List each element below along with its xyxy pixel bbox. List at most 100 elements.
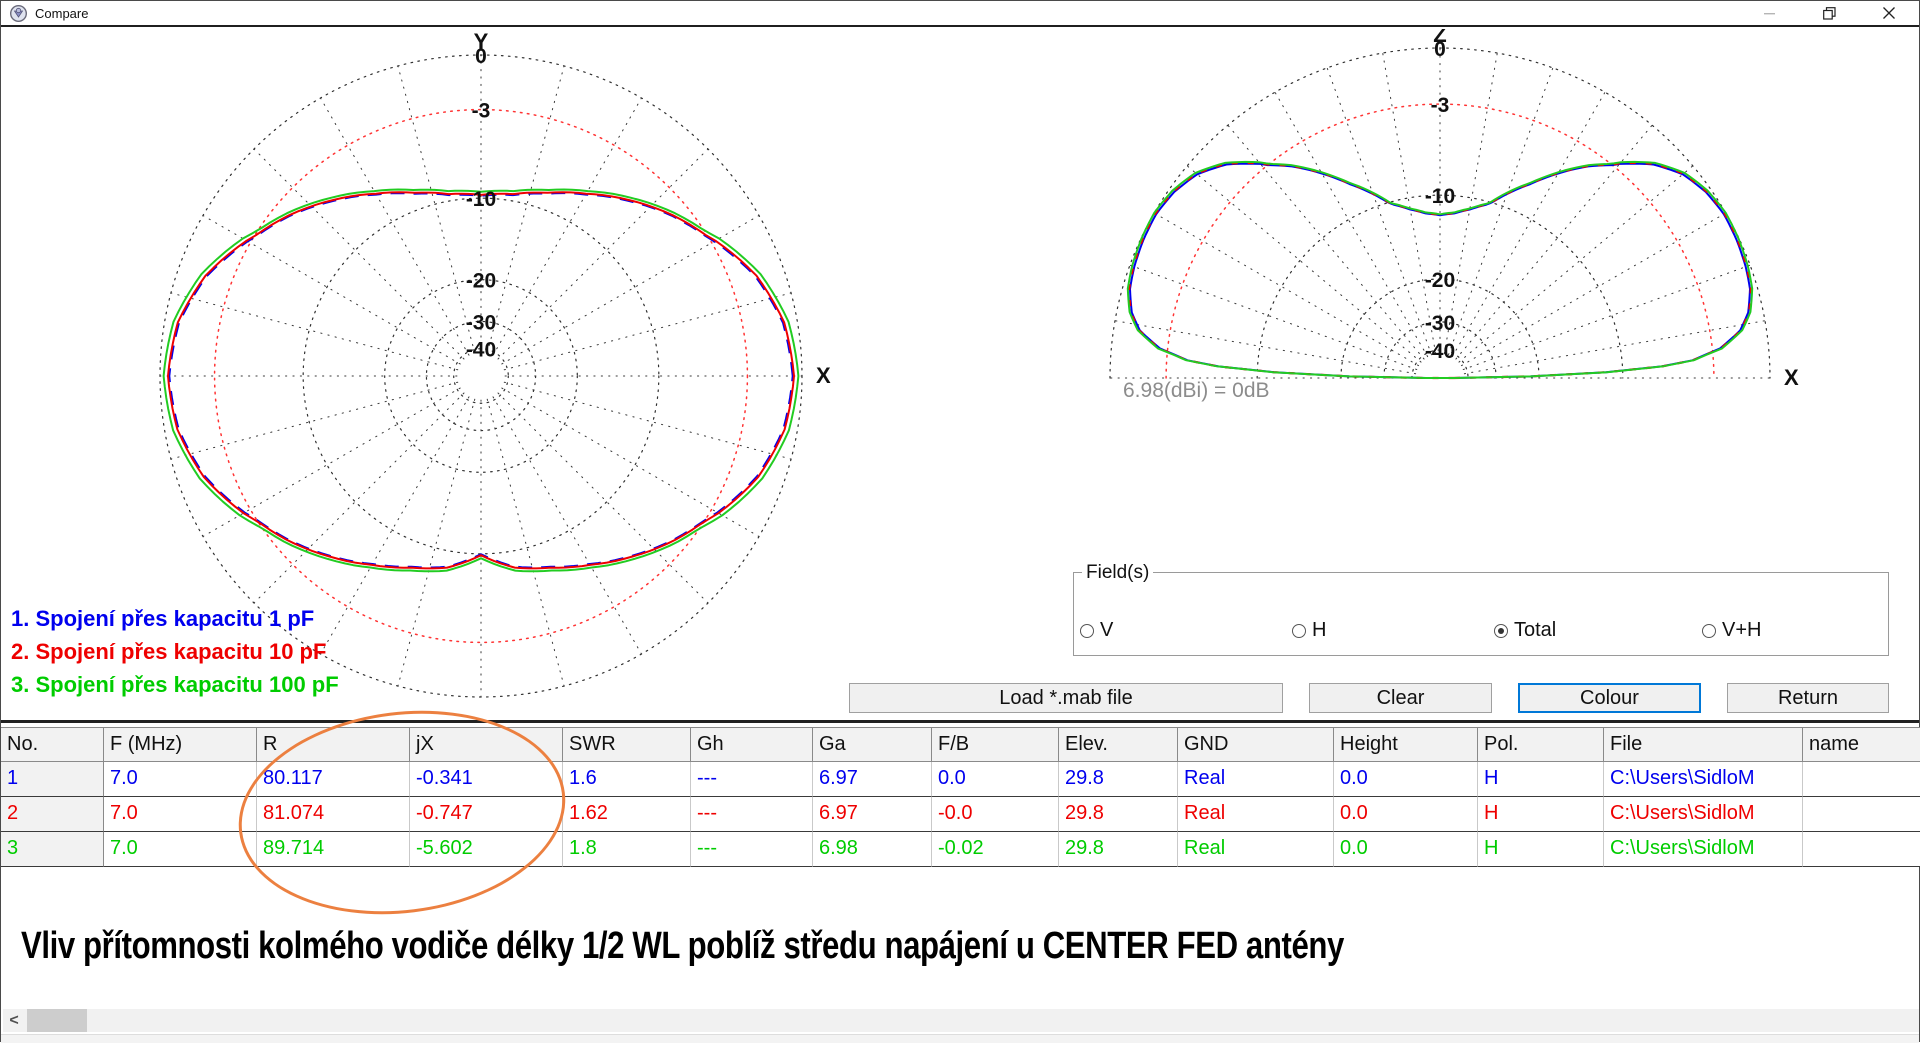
svg-text:-20: -20 [1425, 269, 1455, 292]
table-cell: --- [691, 762, 813, 797]
table-cell: -0.747 [410, 797, 563, 832]
table-cell: --- [691, 832, 813, 867]
table-cell: 7.0 [104, 762, 257, 797]
radio-circle-icon [1702, 623, 1716, 638]
table-cell: Real [1178, 797, 1334, 832]
table-cell: 6.98 [813, 832, 932, 867]
minimize-button[interactable] [1739, 1, 1799, 25]
table-row[interactable]: 1 7.0 80.117 -0.341 1.6 --- 6.97 0.0 29.8 Real 0.0… [1, 762, 1920, 797]
header-cell-gh[interactable]: Gh [691, 727, 813, 762]
table-row[interactable]: 3 7.0 89.714 -5.602 1.8 --- 6.98 -0.02 29.8 Real 0… [1, 832, 1920, 867]
table-cell: 0.0 [932, 762, 1059, 797]
scroll-thumb[interactable] [27, 1009, 87, 1032]
header-cell-ga[interactable]: Ga [813, 727, 932, 762]
radio-circle-icon [1292, 623, 1306, 638]
table-cell: 0.0 [1334, 832, 1478, 867]
gain-reference-label: 6.98(dBi) = 0dB [1123, 379, 1270, 402]
header-cell-r[interactable]: R [257, 727, 410, 762]
radio-v-h[interactable]: V+H [1702, 619, 1761, 642]
close-icon [1883, 7, 1895, 19]
radio-label: V [1100, 619, 1114, 641]
table-top-divider [1, 720, 1919, 723]
fields-groupbox: Field(s) V H Total V+H [1073, 562, 1889, 656]
scroll-left-button[interactable]: < [9, 1011, 19, 1029]
load-mab-file-button[interactable]: Load *.mab file [849, 683, 1283, 713]
svg-text:-20: -20 [466, 270, 496, 293]
header-cell-f-mhz[interactable]: F (MHz) [104, 727, 257, 762]
radio-total[interactable]: Total [1494, 619, 1556, 642]
header-cell-no[interactable]: No. [1, 727, 104, 762]
radio-circle-icon [1494, 623, 1508, 638]
legend-item: 3. Spojení přes kapacitu 100 pF [11, 672, 339, 697]
table-cell: Real [1178, 762, 1334, 797]
legend-item: 1. Spojení přes kapacitu 1 pF [11, 606, 315, 631]
table-cell: --- [691, 797, 813, 832]
header-cell-jx[interactable]: jX [410, 727, 563, 762]
svg-text:-30: -30 [1425, 312, 1455, 335]
table-cell: 81.074 [257, 797, 410, 832]
fields-group-label: Field(s) [1082, 562, 1154, 584]
clear-button[interactable]: Clear [1309, 683, 1492, 713]
header-cell-gnd[interactable]: GND [1178, 727, 1334, 762]
table-cell: -0.341 [410, 762, 563, 797]
table-cell: 80.117 [257, 762, 410, 797]
table-cell: 1.6 [563, 762, 691, 797]
table-cell: 0.0 [1334, 797, 1478, 832]
window-title: Compare [35, 5, 89, 21]
table-cell: -5.602 [410, 832, 563, 867]
restore-button[interactable] [1799, 1, 1859, 25]
table-cell: 1 [1, 762, 104, 797]
svg-text:Y: Y [474, 29, 489, 54]
radio-v[interactable]: V [1080, 619, 1113, 642]
radio-label: Total [1514, 619, 1557, 641]
svg-text:Z: Z [1433, 29, 1446, 47]
svg-text:-40: -40 [1425, 340, 1455, 363]
minimize-icon [1763, 12, 1775, 14]
table-cell: C:\Users\SidloM [1604, 797, 1803, 832]
header-cell-f-b[interactable]: F/B [932, 727, 1059, 762]
header-cell-height[interactable]: Height [1334, 727, 1478, 762]
table-cell: 0.0 [1334, 762, 1478, 797]
svg-text:X: X [1784, 365, 1799, 390]
table-cell: 1.62 [563, 797, 691, 832]
radio-label: V+H [1722, 619, 1762, 641]
radio-h[interactable]: H [1292, 619, 1326, 642]
table-cell: Real [1178, 832, 1334, 867]
table-cell: 3 [1, 832, 104, 867]
header-cell-name[interactable]: name [1803, 727, 1920, 762]
table-cell: C:\Users\SidloM [1604, 832, 1803, 867]
table-cell: H [1478, 797, 1604, 832]
table-cell: -0.02 [932, 832, 1059, 867]
azimuth-pattern-plot: 0 -3 -10 -20 -30 -40 Y X [159, 29, 831, 698]
table-cell: 2 [1, 797, 104, 832]
svg-text:-30: -30 [466, 311, 496, 334]
svg-text:-3: -3 [1431, 94, 1450, 117]
table-row[interactable]: 2 7.0 81.074 -0.747 1.62 --- 6.97 -0.0 29.8 Real 0… [1, 797, 1920, 832]
restore-icon [1822, 6, 1836, 20]
table-cell: 29.8 [1059, 762, 1178, 797]
svg-text:-40: -40 [466, 339, 496, 362]
table-cell [1803, 797, 1920, 832]
pattern-legend: 1. Spojení přes kapacitu 1 pF 2. Spojení … [11, 602, 339, 701]
return-button[interactable]: Return [1727, 683, 1889, 713]
colour-button[interactable]: Colour [1518, 683, 1701, 713]
h-scrollbar[interactable]: < [3, 1009, 1919, 1032]
header-cell-file[interactable]: File [1604, 727, 1803, 762]
header-cell-swr[interactable]: SWR [563, 727, 691, 762]
title-bar: Compare [1, 1, 1919, 27]
table-cell: 1.8 [563, 832, 691, 867]
radio-circle-icon [1080, 623, 1094, 638]
close-button[interactable] [1859, 1, 1919, 25]
svg-text:-3: -3 [472, 100, 491, 123]
table-cell: 6.97 [813, 762, 932, 797]
table-cell: H [1478, 762, 1604, 797]
table-cell: -0.0 [932, 797, 1059, 832]
table-cell: H [1478, 832, 1604, 867]
header-cell-elev[interactable]: Elev. [1059, 727, 1178, 762]
table-cell: 29.8 [1059, 797, 1178, 832]
header-cell-pol[interactable]: Pol. [1478, 727, 1604, 762]
table-cell: 7.0 [104, 832, 257, 867]
